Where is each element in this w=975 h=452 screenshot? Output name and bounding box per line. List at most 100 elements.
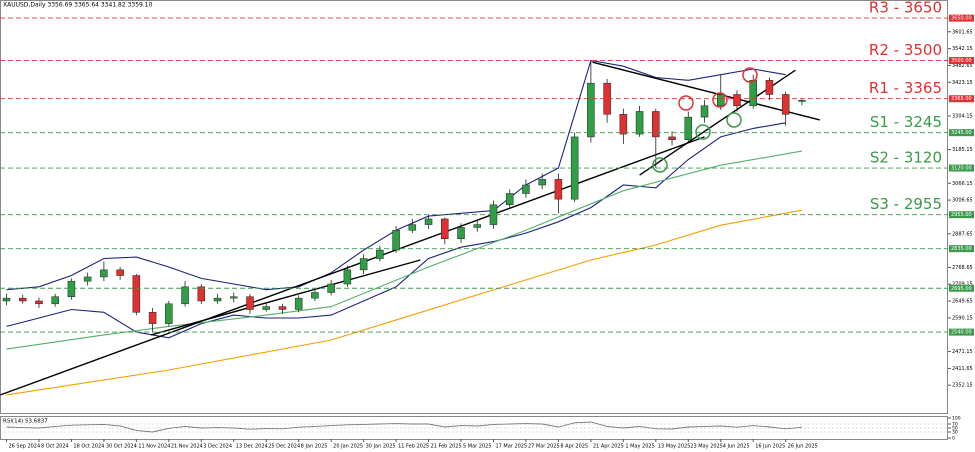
level-label: R1 - 3365 bbox=[869, 79, 942, 97]
candle-body bbox=[165, 303, 173, 324]
level-tag-box bbox=[949, 95, 974, 103]
level-tag-box bbox=[949, 211, 974, 219]
candle-body bbox=[554, 179, 563, 200]
candle-body bbox=[587, 82, 595, 138]
level-label: S3 - 2955 bbox=[870, 195, 942, 213]
candle-body bbox=[441, 218, 449, 239]
x-tick-label: 16 Jun 2025 bbox=[755, 444, 785, 450]
chart-title: XAUUSD,Daily 3356.69 3365.64 3341.82 335… bbox=[3, 2, 153, 9]
x-tick-label: 21 Apr 2025 bbox=[593, 444, 624, 450]
x-tick-label: 8 Oct 2024 bbox=[41, 444, 69, 450]
rsi-tick-label: 50 bbox=[952, 426, 958, 432]
level-tag: 2540.00 bbox=[951, 330, 972, 336]
x-tick-label: 3 Dec 2024 bbox=[203, 444, 232, 450]
candle-body bbox=[635, 111, 644, 135]
x-tick-label: 4 Jun 2025 bbox=[723, 444, 750, 450]
level-label: R3 - 3650 bbox=[869, 0, 942, 17]
annotation-circles bbox=[652, 67, 758, 173]
level-tag-box bbox=[949, 14, 974, 22]
level-tag-box bbox=[949, 164, 974, 172]
y-tick-label: 3601.65 bbox=[952, 29, 973, 35]
level-tag-box bbox=[949, 328, 974, 336]
level-tag: 3365.00 bbox=[951, 96, 972, 102]
candle-body bbox=[376, 249, 384, 259]
candle-body bbox=[116, 269, 124, 276]
candle-body bbox=[2, 297, 11, 302]
rsi-line bbox=[6, 421, 802, 433]
green-circle bbox=[652, 157, 668, 173]
candle-body bbox=[83, 276, 92, 282]
level-label: R2 - 3500 bbox=[869, 41, 942, 59]
level-tag-box bbox=[949, 129, 974, 137]
x-tick-label: 30 Oct 2024 bbox=[106, 444, 137, 450]
candle-body bbox=[408, 224, 417, 231]
y-tick-label: 2590.15 bbox=[952, 315, 973, 321]
rsi-tick-label: 30 bbox=[952, 430, 958, 436]
y-tick-label: 2649.65 bbox=[952, 299, 973, 305]
y-tick-label: 3542.15 bbox=[952, 46, 973, 52]
x-tick-label: 8 Jan 2025 bbox=[301, 444, 328, 450]
x-tick-label: 27 Mar 2025 bbox=[528, 444, 560, 450]
level-tag: 3120.00 bbox=[951, 166, 972, 172]
level-tag: 3650.00 bbox=[951, 16, 972, 22]
x-tick-label: 26 Sep 2024 bbox=[8, 444, 40, 450]
main-panel bbox=[0, 0, 948, 414]
candle-body bbox=[35, 300, 43, 305]
candle-body bbox=[359, 258, 368, 271]
x-tick-label: 11 Nov 2024 bbox=[138, 444, 170, 450]
x-tick-label: 1 May 2025 bbox=[625, 444, 654, 450]
x-tick-label: 21 Nov 2024 bbox=[171, 444, 203, 450]
candle-body bbox=[132, 275, 141, 313]
candle-body bbox=[457, 227, 465, 239]
rsi-tick-label: 0 bbox=[952, 436, 955, 442]
level-tag-box bbox=[949, 245, 974, 253]
y-tick-label: 2709.15 bbox=[952, 282, 973, 288]
candle-body bbox=[311, 292, 319, 299]
rsi-title: RSI(14) 53.6837 bbox=[3, 419, 48, 425]
candle-body bbox=[213, 297, 222, 302]
candle-body bbox=[798, 100, 806, 102]
candle-body bbox=[652, 111, 660, 138]
indicator-line bbox=[0, 136, 705, 396]
y-tick-label: 2411.65 bbox=[952, 366, 973, 372]
candle-body bbox=[148, 312, 157, 324]
level-tag: 2695.00 bbox=[951, 286, 972, 292]
y-tick-label: 3304.15 bbox=[952, 113, 973, 119]
candle-body bbox=[278, 306, 287, 310]
x-tick-label: 20 Jan 2025 bbox=[333, 444, 363, 450]
y-tick-label: 3185.15 bbox=[952, 147, 973, 153]
candle-body bbox=[181, 286, 189, 305]
candle-body bbox=[619, 114, 628, 135]
y-tick-label: 2768.65 bbox=[952, 265, 973, 271]
level-tag: 3500.00 bbox=[951, 58, 972, 64]
candle-body bbox=[765, 80, 774, 95]
x-tick-label: 8 Apr 2025 bbox=[560, 444, 588, 450]
level-tag: 3245.00 bbox=[951, 130, 972, 136]
level-label: S2 - 3120 bbox=[870, 149, 942, 167]
level-tag-box bbox=[949, 57, 974, 65]
candle-body bbox=[197, 286, 206, 302]
candle-body bbox=[700, 105, 709, 118]
rsi-tick-label: 100 bbox=[952, 416, 961, 422]
candle-body bbox=[538, 179, 546, 186]
red-circle bbox=[678, 95, 694, 111]
x-tick-label: 13 May 2025 bbox=[658, 444, 691, 450]
green-circle bbox=[726, 112, 742, 128]
candle-body bbox=[424, 218, 433, 225]
candle-body bbox=[392, 230, 400, 251]
x-tick-label: 17 Mar 2025 bbox=[495, 444, 527, 450]
x-tick-label: 30 Jan 2025 bbox=[366, 444, 396, 450]
indicator-line bbox=[6, 209, 802, 396]
y-tick-label: 3423.15 bbox=[952, 80, 973, 86]
candle-body bbox=[294, 297, 303, 310]
y-tick-label: 2471.15 bbox=[952, 349, 973, 355]
candle-body bbox=[684, 116, 693, 140]
green-circle bbox=[695, 124, 711, 140]
candle-body bbox=[230, 296, 238, 299]
candle-body bbox=[522, 184, 530, 194]
rsi-tick-label: 70 bbox=[952, 422, 958, 428]
x-tick-label: 11 Feb 2025 bbox=[398, 444, 429, 450]
candle-body bbox=[100, 269, 108, 278]
candle-body bbox=[473, 224, 481, 228]
